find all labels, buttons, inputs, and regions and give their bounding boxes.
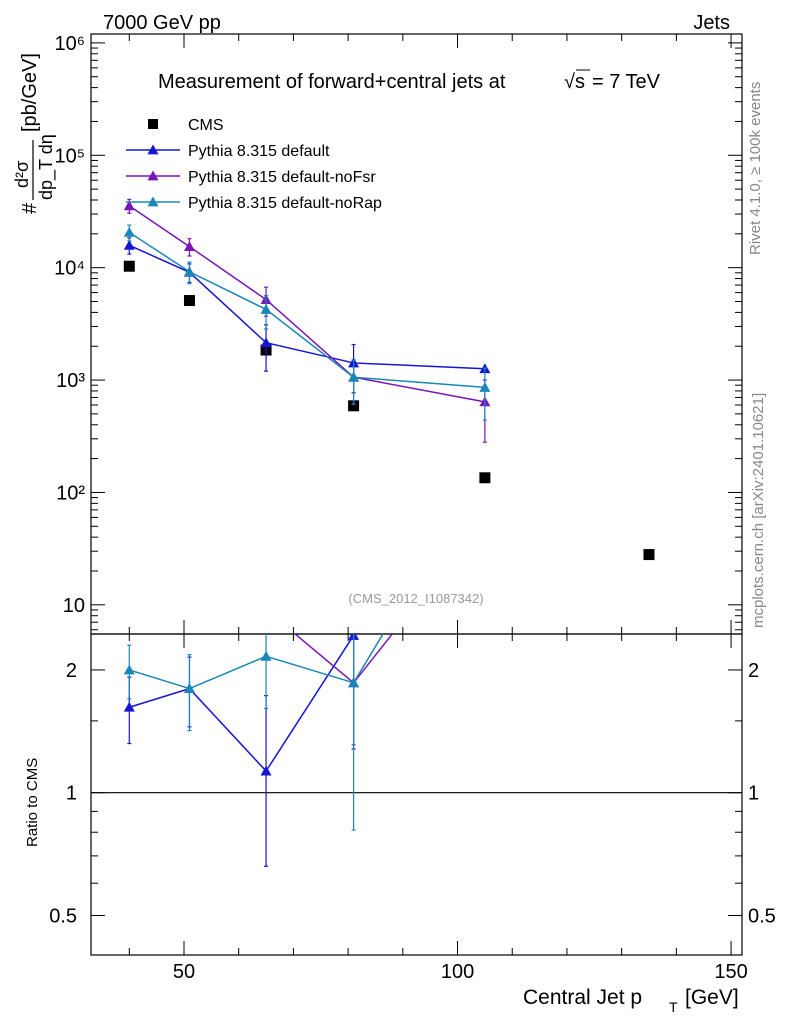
ratio-point-default (123, 701, 135, 712)
y-label-denominator: dp_T dη (36, 134, 57, 200)
cms-point (479, 472, 491, 484)
title-energy: = 7 TeV (592, 71, 661, 93)
series-point-noFsr (183, 241, 195, 251)
legend-marker-noRap (147, 196, 159, 207)
legend-marker-noFsr (147, 170, 159, 181)
ratio-series-default (123, 634, 360, 867)
series-line-noRap (128, 231, 485, 389)
y-label-unit: [pb/GeV] (19, 53, 41, 132)
analysis-id: (CMS_2012_I1087342) (348, 591, 483, 606)
x-axis-label: Central Jet p T [GeV] (523, 986, 739, 1015)
ratio-line-default (129, 634, 356, 773)
x-tick-label: 150 (714, 961, 747, 983)
ratio-y-tick-label-left: 2 (66, 660, 77, 682)
ratio-point-noFsr (124, 568, 135, 578)
series-point-noRap (260, 303, 272, 314)
series-noRap (123, 224, 491, 421)
y-axis-label: # d²σ dp_T dη [pb/GeV] (12, 53, 57, 214)
ratio-point-noRap (123, 664, 135, 675)
title-sqrt-s: √s (564, 71, 585, 93)
header-right: Jets (693, 12, 730, 34)
series-cms (123, 260, 655, 561)
cms-point (123, 260, 135, 272)
x-tick-label: 100 (441, 961, 474, 983)
series-point-noFsr (123, 200, 135, 211)
legend-label-noFsr: Pythia 8.315 default-noFsr (188, 169, 376, 186)
ratio-point-noRap (183, 683, 195, 694)
ratio-point-default (260, 765, 272, 776)
ratio-y-tick-label-right: 2 (748, 660, 759, 682)
ratio-plot-frame (90, 633, 743, 956)
ratio-y-tick-label-left: 1 (66, 783, 77, 805)
legend: CMS Pythia 8.315 default Pythia 8.315 defa… (126, 117, 382, 212)
title-text: Measurement of forward+central jets at (158, 71, 506, 93)
series-line-noFsr (128, 205, 486, 403)
mcplots-label: mcplots.cern.ch [arXiv:2401.10621] (750, 393, 767, 628)
ratio-y-tick-label-right: 0.5 (748, 905, 776, 927)
ratio-series-noFsr (124, 512, 490, 746)
y-label-numerator: d²σ (12, 161, 32, 188)
y-tick-label: 10² (56, 482, 85, 504)
series-point-default (123, 239, 135, 250)
ratio-series (123, 459, 490, 867)
series-point-noRap (348, 371, 360, 382)
cms-point (348, 400, 360, 412)
ratio-y-tick-label-right: 1 (748, 783, 759, 805)
series-point-noRap (123, 226, 135, 237)
series-noFsr (123, 198, 491, 443)
y-label-prefix: # (19, 202, 41, 214)
main-series (123, 198, 655, 561)
legend-label-noRap: Pythia 8.315 default-noRap (188, 195, 382, 212)
series-default (123, 237, 491, 394)
ratio-y-label: Ratio to CMS (24, 758, 41, 847)
ratio-point-noFsr (261, 604, 272, 614)
x-label-main: Central Jet p (523, 986, 642, 1009)
ratio-point-noFsr (184, 591, 195, 601)
series-point-noRap (479, 381, 491, 392)
series-point-noRap (183, 266, 195, 277)
y-tick-label: 10³ (56, 370, 85, 392)
cms-point (183, 295, 195, 307)
plot-title: Measurement of forward+central jets at √… (158, 69, 661, 93)
header-left: 7000 GeV pp (103, 12, 221, 34)
x-label-sub: T (669, 999, 678, 1015)
y-tick-label: 10⁶ (55, 33, 85, 55)
legend-label-default: Pythia 8.315 default (188, 143, 330, 160)
ratio-axes: 50 100 150 0.5 0.5 1 1 2 2 (49, 634, 776, 983)
ratio-point-noRap (260, 650, 272, 661)
y-tick-label: 10⁵ (54, 145, 85, 167)
ratio-point-noRap (479, 459, 490, 469)
series-line-default (128, 244, 485, 370)
ratio-line-noRap (129, 634, 384, 690)
series-point-default (260, 337, 272, 348)
x-label-unit: [GeV] (685, 986, 739, 1009)
y-tick-label: 10 (63, 595, 85, 617)
ratio-y-tick-label-left: 0.5 (49, 905, 77, 927)
rivet-label: Rivet 4.1.0, ≥ 100k events (747, 82, 764, 255)
legend-marker-cms (148, 119, 158, 129)
main-axes: 10 10² 10³ 10⁴ 10⁵ 10⁶ (54, 33, 742, 634)
legend-label-cms: CMS (188, 117, 224, 134)
legend-marker-default (147, 144, 159, 155)
ratio-series-noRap (123, 459, 490, 831)
x-tick-label: 50 (173, 961, 195, 983)
ratio-point-noRap (348, 677, 360, 688)
cms-point (643, 549, 655, 561)
ratio-point-noFsr (479, 512, 490, 522)
y-tick-label: 10⁴ (54, 258, 85, 280)
